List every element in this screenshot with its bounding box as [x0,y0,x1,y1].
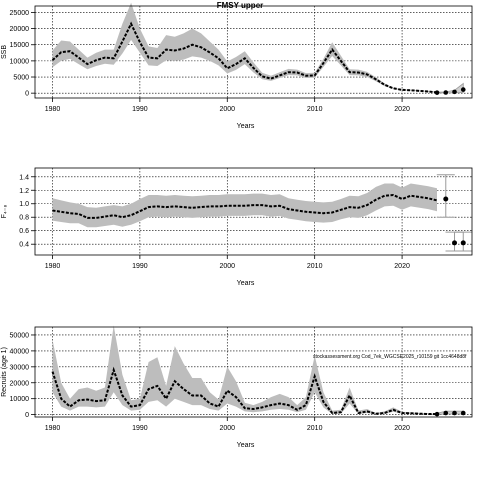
ssb-projection-point [443,90,449,95]
recruit-projection-band [436,410,464,415]
f-x-axis-title: Years [237,280,255,287]
f-x-tick-label: 2010 [307,263,323,270]
recruit-y-tick-label: 40000 [10,348,30,355]
recruit-x-tick-label: 2020 [394,425,410,432]
ssb-plot-frame [34,5,473,99]
recruit-x-tick-label: 2010 [307,425,323,432]
recruit-confidence-band [52,325,437,415]
recruit-x-tick-label: 1980 [45,425,61,432]
ssb-estimate-line [51,21,438,94]
f-x-tick-label: 2000 [219,263,235,270]
recruit-projection-point [434,411,440,417]
recruit-projection-point [443,410,449,416]
recruit-x-tick-label: 1990 [132,425,148,432]
f-x-tick-label: 2020 [394,263,410,270]
recruit-y-tick-label: 0 [25,412,29,419]
ssb-panel: 1980 1990 2000 2010 2020 0 5000 10000 15000 20000… [1,2,473,130]
ssb-projection-point [434,90,440,95]
ssb-projection-point [452,89,457,95]
f-plot-frame [34,167,473,256]
stockassessment-watermark: stockassessment.org Cod_7ek_WGCSE2025_r1… [313,354,467,360]
ssb-y-axis-title: SSB [1,45,8,59]
recruit-estimate-line [51,366,438,416]
ssb-y-tick-label: 10000 [10,58,30,65]
ssb-x-axis-title: Years [237,123,255,130]
f-estimate-line [52,193,438,219]
ssb-x-tick-label: 2020 [394,106,410,113]
recruit-x-tick-label: 2000 [219,425,235,432]
f-y-tick-label: 0.8 [19,215,29,222]
ssb-y-tick-label: 15000 [10,42,30,49]
ssb-y-tick-label: 5000 [13,75,29,82]
ssb-x-tick-label: 1990 [132,106,148,113]
recruit-projection-point [452,410,457,416]
recruit-y-tick-label: 50000 [10,332,30,339]
recruit-y-tick-label: 10000 [10,396,30,403]
ssb-projection-point [460,87,466,92]
f-projection-point [460,240,466,246]
recruit-projection-point [460,410,466,416]
f-y-tick-label: 0.6 [19,228,29,235]
recruit-y-axis-title: Recruits (age 1) [1,347,8,397]
f-projection-point [452,240,458,246]
recruitment-panel: 1980 1990 2000 2010 2020 0 10000 20000 30000 4000… [1,325,473,449]
ssb-projection-band [436,82,464,94]
ssb-confidence-band [52,2,437,93]
recruit-y-tick-label: 20000 [10,380,30,387]
f-x-tick-label: 1980 [45,263,61,270]
figure-title: FMSY upper [217,1,264,10]
recruit-x-axis-title: Years [237,442,255,449]
f-y-tick-label: 1.4 [19,174,29,181]
ssb-y-tick-label: 20000 [10,26,30,33]
f-y-tick-label: 0.4 [19,242,29,249]
ssb-x-tick-label: 1980 [45,106,61,113]
f-y-axis-title: F₄₋₈ [1,205,8,219]
f-y-tick-label: 1.2 [19,188,29,195]
f-y-tick-label: 1.0 [19,201,29,208]
f-x-tick-label: 1990 [132,263,148,270]
ssb-y-tick-label: 25000 [10,10,30,17]
ssb-y-tick-label: 0 [25,91,29,98]
recruit-plot-frame [34,326,473,418]
f-projection-point [443,196,449,202]
ssb-x-tick-label: 2000 [219,106,235,113]
fishing-mortality-panel: 1980 1990 2000 2010 2020 0.4 0.6 0.8 1.0 1.2 1.4 Ye… [1,167,473,287]
recruit-y-tick-label: 30000 [10,364,30,371]
ssb-x-tick-label: 2010 [307,106,323,113]
